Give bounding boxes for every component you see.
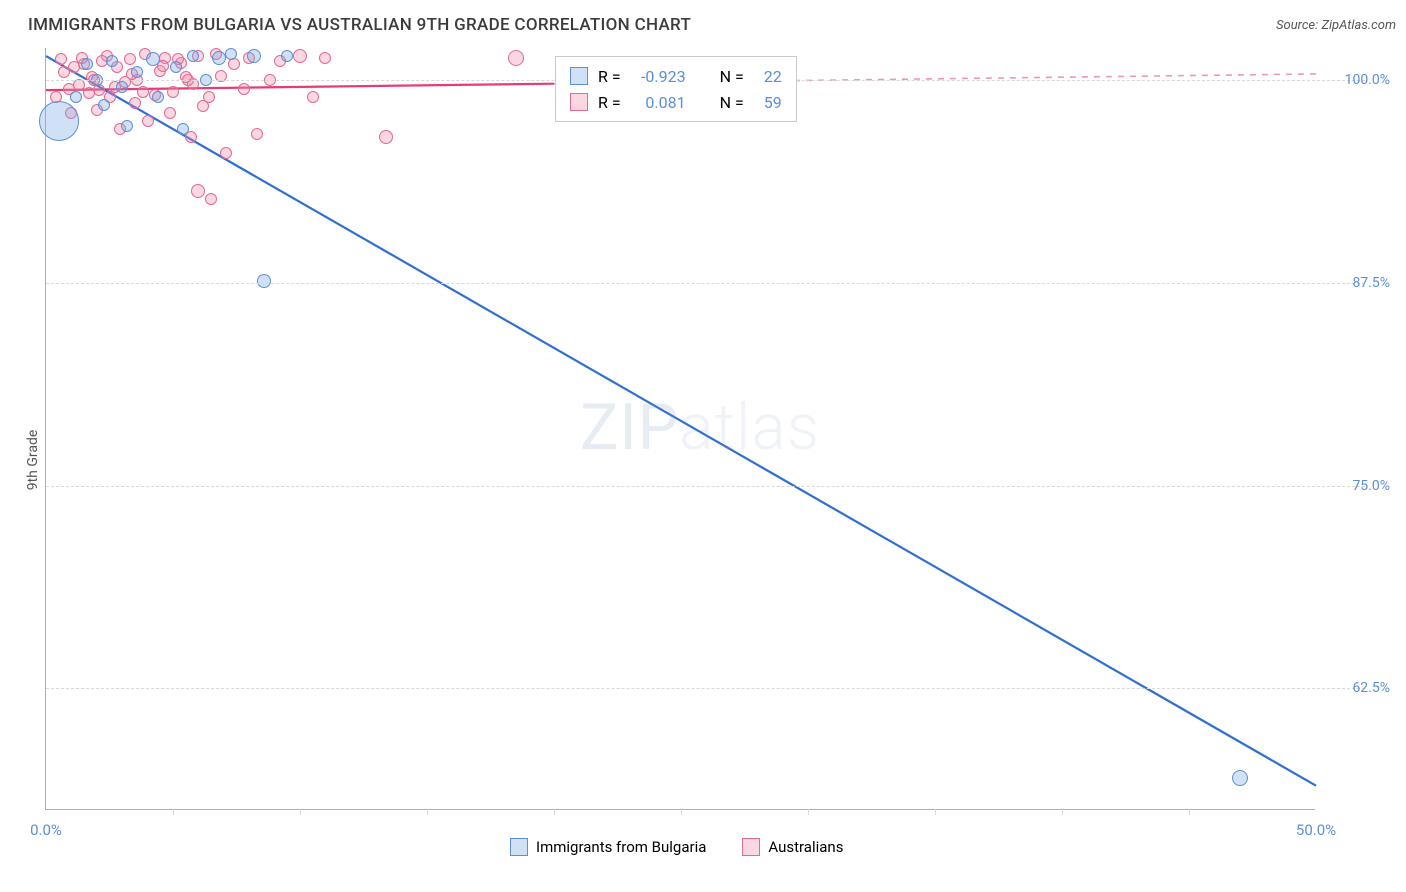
tick-minor-x xyxy=(808,809,809,815)
scatter-point xyxy=(98,99,110,111)
scatter-point xyxy=(205,193,217,205)
stat-value-n: 59 xyxy=(754,93,782,112)
stat-value-n: 22 xyxy=(754,67,782,86)
scatter-point xyxy=(152,91,164,103)
scatter-point xyxy=(68,61,80,73)
scatter-point xyxy=(81,58,93,70)
scatter-point xyxy=(83,87,95,99)
legend-swatch xyxy=(510,838,528,856)
tick-minor-x xyxy=(427,809,428,815)
legend-label: Immigrants from Bulgaria xyxy=(536,838,706,856)
legend-bottom: Immigrants from Bulgaria Australians xyxy=(510,838,843,856)
chart-title: IMMIGRANTS FROM BULGARIA VS AUSTRALIAN 9… xyxy=(28,15,691,35)
scatter-point xyxy=(131,66,143,78)
scatter-point xyxy=(70,91,82,103)
scatter-point xyxy=(129,97,141,109)
scatter-point xyxy=(191,184,205,198)
scatter-point xyxy=(257,274,271,288)
y-tick-label: 100.0% xyxy=(1330,72,1390,88)
scatter-point xyxy=(124,53,136,65)
source-name: ZipAtlas.com xyxy=(1321,18,1396,33)
stat-label-r: R = xyxy=(598,67,621,86)
chart-container: IMMIGRANTS FROM BULGARIA VS AUSTRALIAN 9… xyxy=(0,0,1406,892)
scatter-point xyxy=(121,120,133,132)
stats-box: R = -0.923 N = 22 R = 0.081 N = 59 xyxy=(555,56,797,122)
tick-minor-x xyxy=(300,809,301,815)
scatter-point xyxy=(55,53,67,65)
y-tick-label: 62.5% xyxy=(1330,680,1390,696)
gridline-h xyxy=(46,688,1365,689)
stats-row: R = -0.923 N = 22 xyxy=(570,63,782,89)
scatter-point xyxy=(167,86,179,98)
scatter-point xyxy=(164,107,176,119)
stat-value-r: -0.923 xyxy=(631,67,686,86)
y-axis-title: 9th Grade xyxy=(25,430,41,491)
scatter-point xyxy=(212,51,226,65)
scatter-point xyxy=(137,86,149,98)
legend-item: Australians xyxy=(742,838,843,856)
tick-minor-x xyxy=(935,809,936,815)
series-swatch xyxy=(570,93,588,111)
legend-label: Australians xyxy=(768,838,843,856)
scatter-point xyxy=(1232,770,1248,786)
scatter-point xyxy=(106,55,118,67)
scatter-point xyxy=(187,50,199,62)
scatter-point xyxy=(225,48,237,60)
stats-row: R = 0.081 N = 59 xyxy=(570,89,782,115)
series-swatch xyxy=(570,67,588,85)
scatter-point xyxy=(220,147,232,159)
scatter-point xyxy=(238,83,250,95)
tick-minor-x xyxy=(1189,809,1190,815)
plot-area: 62.5%75.0%87.5%100.0%0.0%50.0% xyxy=(45,48,1315,810)
scatter-point xyxy=(281,50,293,62)
scatter-point xyxy=(307,91,319,103)
scatter-point xyxy=(379,130,393,144)
scatter-point xyxy=(319,52,331,64)
y-tick-label: 75.0% xyxy=(1330,478,1390,494)
stat-value-r: 0.081 xyxy=(631,93,686,112)
scatter-point xyxy=(170,61,182,73)
scatter-point xyxy=(142,115,154,127)
x-tick-label: 0.0% xyxy=(30,821,62,839)
stat-label-r: R = xyxy=(598,93,621,112)
scatter-point xyxy=(39,101,79,141)
y-tick-label: 87.5% xyxy=(1330,275,1390,291)
stat-label-n: N = xyxy=(720,67,744,86)
legend-swatch xyxy=(742,838,760,856)
gridline-h xyxy=(46,283,1365,284)
x-tick-label: 50.0% xyxy=(1296,821,1336,839)
scatter-point xyxy=(203,91,215,103)
scatter-point xyxy=(247,49,261,63)
trend-line xyxy=(46,56,1316,786)
source-prefix: Source: xyxy=(1276,18,1321,33)
gridline-h xyxy=(46,486,1365,487)
tick-minor-x xyxy=(173,809,174,815)
scatter-point xyxy=(508,50,524,66)
legend-item: Immigrants from Bulgaria xyxy=(510,838,706,856)
scatter-point xyxy=(251,128,263,140)
scatter-point xyxy=(293,49,307,63)
scatter-point xyxy=(146,52,160,66)
title-bar: IMMIGRANTS FROM BULGARIA VS AUSTRALIAN 9… xyxy=(28,10,1396,40)
tick-minor-x xyxy=(1062,809,1063,815)
source-attribution: Source: ZipAtlas.com xyxy=(1276,18,1396,33)
tick-minor-x xyxy=(554,809,555,815)
scatter-point xyxy=(177,123,189,135)
scatter-point xyxy=(116,81,128,93)
tick-minor-x xyxy=(681,809,682,815)
stat-label-n: N = xyxy=(720,93,744,112)
trend-lines-svg xyxy=(46,48,1316,810)
